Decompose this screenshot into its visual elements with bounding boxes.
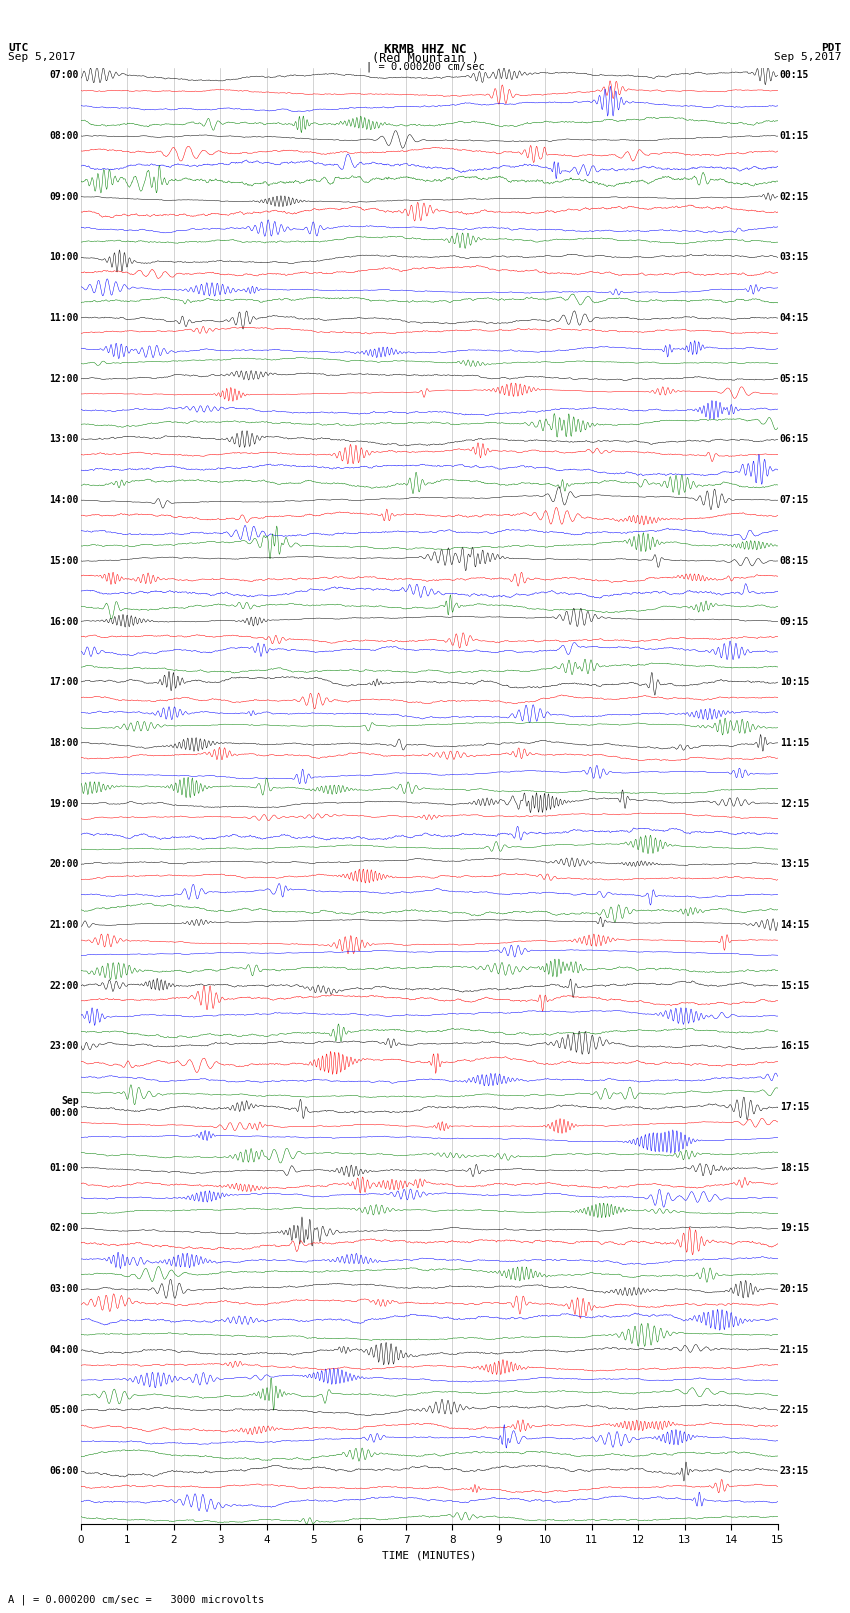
Text: Sep 5,2017: Sep 5,2017 — [8, 52, 76, 61]
Text: 20:15: 20:15 — [779, 1284, 809, 1294]
Text: 23:15: 23:15 — [779, 1466, 809, 1476]
Text: 01:00: 01:00 — [49, 1163, 79, 1173]
Text: 05:00: 05:00 — [49, 1405, 79, 1416]
Text: 03:15: 03:15 — [779, 252, 809, 263]
Text: 09:00: 09:00 — [49, 192, 79, 202]
X-axis label: TIME (MINUTES): TIME (MINUTES) — [382, 1550, 477, 1560]
Text: 06:00: 06:00 — [49, 1466, 79, 1476]
Text: 17:00: 17:00 — [49, 677, 79, 687]
Text: 07:15: 07:15 — [779, 495, 809, 505]
Text: 21:15: 21:15 — [779, 1345, 809, 1355]
Text: 13:00: 13:00 — [49, 434, 79, 445]
Text: 21:00: 21:00 — [49, 919, 79, 931]
Text: 07:00: 07:00 — [49, 71, 79, 81]
Text: 19:00: 19:00 — [49, 798, 79, 808]
Text: PDT: PDT — [821, 44, 842, 53]
Text: 13:15: 13:15 — [779, 860, 809, 869]
Text: 18:00: 18:00 — [49, 737, 79, 748]
Text: 18:15: 18:15 — [779, 1163, 809, 1173]
Text: 11:00: 11:00 — [49, 313, 79, 323]
Text: 14:00: 14:00 — [49, 495, 79, 505]
Text: 00:15: 00:15 — [779, 71, 809, 81]
Text: 23:00: 23:00 — [49, 1042, 79, 1052]
Text: 08:00: 08:00 — [49, 131, 79, 140]
Text: 03:00: 03:00 — [49, 1284, 79, 1294]
Text: Sep 5,2017: Sep 5,2017 — [774, 52, 842, 61]
Text: A | = 0.000200 cm/sec =   3000 microvolts: A | = 0.000200 cm/sec = 3000 microvolts — [8, 1594, 264, 1605]
Text: 04:00: 04:00 — [49, 1345, 79, 1355]
Text: 22:00: 22:00 — [49, 981, 79, 990]
Text: 12:00: 12:00 — [49, 374, 79, 384]
Text: 11:15: 11:15 — [779, 737, 809, 748]
Text: 20:00: 20:00 — [49, 860, 79, 869]
Text: 10:00: 10:00 — [49, 252, 79, 263]
Text: 12:15: 12:15 — [779, 798, 809, 808]
Text: 22:15: 22:15 — [779, 1405, 809, 1416]
Text: 02:00: 02:00 — [49, 1223, 79, 1234]
Text: 06:15: 06:15 — [779, 434, 809, 445]
Text: | = 0.000200 cm/sec: | = 0.000200 cm/sec — [366, 61, 484, 73]
Text: 16:00: 16:00 — [49, 616, 79, 626]
Text: 01:15: 01:15 — [779, 131, 809, 140]
Text: (Red Mountain ): (Red Mountain ) — [371, 52, 479, 65]
Text: 04:15: 04:15 — [779, 313, 809, 323]
Text: 05:15: 05:15 — [779, 374, 809, 384]
Text: 15:15: 15:15 — [779, 981, 809, 990]
Text: 02:15: 02:15 — [779, 192, 809, 202]
Text: 14:15: 14:15 — [779, 919, 809, 931]
Text: 19:15: 19:15 — [779, 1223, 809, 1234]
Text: 09:15: 09:15 — [779, 616, 809, 626]
Text: 16:15: 16:15 — [779, 1042, 809, 1052]
Text: Sep
00:00: Sep 00:00 — [49, 1097, 79, 1118]
Text: 10:15: 10:15 — [779, 677, 809, 687]
Text: KRMB HHZ NC: KRMB HHZ NC — [383, 44, 467, 56]
Text: 08:15: 08:15 — [779, 556, 809, 566]
Text: 15:00: 15:00 — [49, 556, 79, 566]
Text: UTC: UTC — [8, 44, 29, 53]
Text: 17:15: 17:15 — [779, 1102, 809, 1111]
